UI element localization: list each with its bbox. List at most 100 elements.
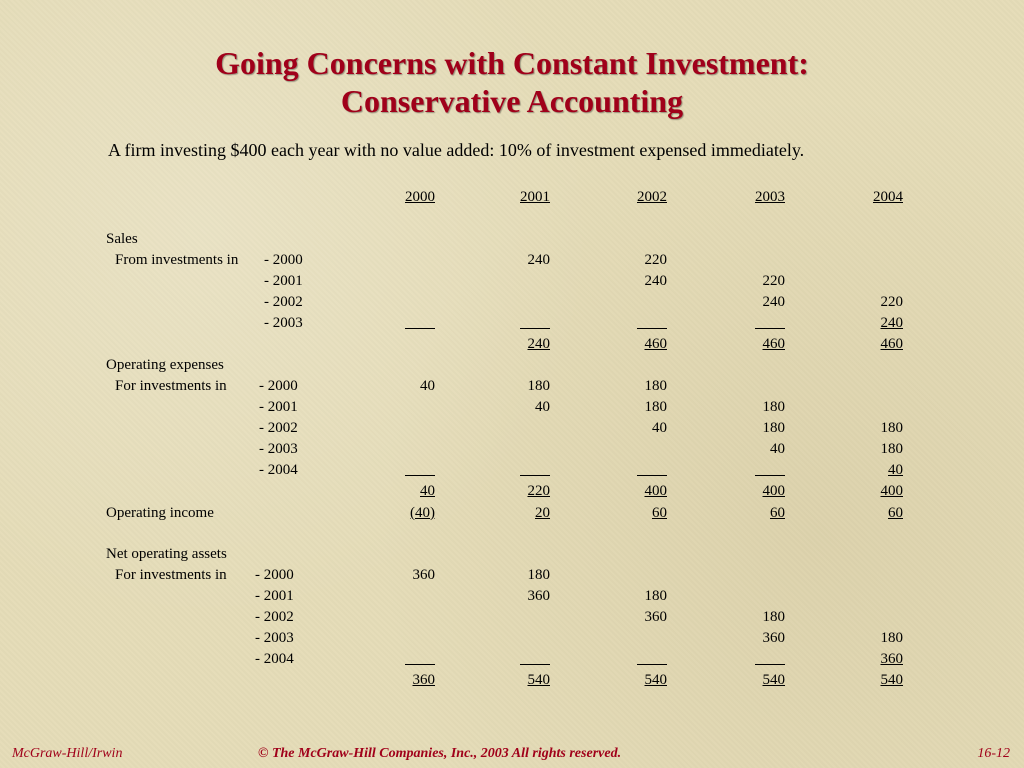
total-value: 540 [644, 672, 668, 688]
table-value: 180 [527, 378, 551, 394]
title-line-2: Conservative Accounting [340, 83, 684, 119]
underline-blank-cell [375, 314, 435, 334]
slide-title: Going Concerns with Constant Investment:… [0, 44, 1024, 120]
underline-blank-cell [375, 461, 435, 481]
table-value: 240 [527, 252, 551, 268]
table-value: 180 [762, 609, 786, 625]
total-value: 40 [420, 483, 435, 499]
operating-income-value: 60 [770, 505, 785, 521]
table-value: 40 [770, 441, 785, 457]
table-value: 180 [762, 399, 786, 415]
underline-blank-cell [375, 650, 435, 670]
total-value: 460 [880, 336, 904, 352]
total-value: 460 [644, 336, 668, 352]
section-heading: Sales [106, 231, 138, 247]
footer-publisher: McGraw-Hill/Irwin [12, 746, 123, 761]
underline-blank-cell [725, 461, 785, 481]
total-value: 220 [527, 483, 551, 499]
table-value: 40 [652, 420, 667, 436]
row-year-label: - 2001 [264, 273, 303, 289]
year-header: 2004 [873, 189, 903, 205]
year-header: 2003 [755, 189, 785, 205]
footer-copyright: © The McGraw-Hill Companies, Inc., 2003 … [258, 746, 622, 761]
operating-income-value: (40) [410, 505, 435, 521]
table-value: 40 [888, 462, 903, 478]
table-value: 360 [644, 609, 668, 625]
operating-income-value: 20 [535, 505, 550, 521]
total-value: 540 [527, 672, 551, 688]
table-value: 180 [880, 441, 904, 457]
row-year-label: - 2002 [264, 294, 303, 310]
underline-blank [520, 650, 550, 665]
table-value: 180 [644, 399, 668, 415]
underline-blank-cell [607, 461, 667, 481]
footer-page-number: 16-12 [977, 746, 1010, 761]
total-value: 460 [762, 336, 786, 352]
table-value: 360 [527, 588, 551, 604]
underline-blank [637, 314, 667, 329]
total-value: 540 [762, 672, 786, 688]
underline-blank-cell [725, 650, 785, 670]
table-value: 40 [535, 399, 550, 415]
table-value: 360 [880, 651, 904, 667]
operating-income-value: 60 [652, 505, 667, 521]
table-value: 240 [762, 294, 786, 310]
total-value: 360 [412, 672, 436, 688]
row-year-label: - 2000 [259, 378, 298, 394]
total-value: 400 [644, 483, 668, 499]
underline-blank [755, 314, 785, 329]
total-value: 400 [762, 483, 786, 499]
table-value: 180 [762, 420, 786, 436]
underline-blank [405, 461, 435, 476]
table-value: 180 [880, 420, 904, 436]
underline-blank [520, 461, 550, 476]
row-year-label: - 2000 [255, 567, 294, 583]
section-heading: Operating expenses [106, 357, 224, 373]
row-year-label: - 2001 [255, 588, 294, 604]
underline-blank-cell [607, 650, 667, 670]
section-heading: Net operating assets [106, 546, 227, 562]
row-sub-label: For investments in [115, 567, 227, 583]
year-header: 2002 [637, 189, 667, 205]
table-value: 360 [412, 567, 436, 583]
row-year-label: - 2002 [259, 420, 298, 436]
title-line-1: Going Concerns with Constant Investment: [215, 45, 809, 81]
year-header: 2000 [405, 189, 435, 205]
table-value: 220 [880, 294, 904, 310]
row-year-label: - 2003 [264, 315, 303, 331]
row-year-label: - 2002 [255, 609, 294, 625]
underline-blank [755, 461, 785, 476]
underline-blank [637, 461, 667, 476]
row-year-label: - 2004 [255, 651, 294, 667]
underline-blank [637, 650, 667, 665]
total-value: 400 [880, 483, 904, 499]
table-value: 40 [420, 378, 435, 394]
year-header: 2001 [520, 189, 550, 205]
underline-blank [405, 314, 435, 329]
underline-blank [405, 650, 435, 665]
underline-blank [520, 314, 550, 329]
table-value: 220 [762, 273, 786, 289]
total-value: 540 [880, 672, 904, 688]
operating-income-label: Operating income [106, 505, 214, 521]
underline-blank-cell [725, 314, 785, 334]
slide-subtitle: A firm investing $400 each year with no … [108, 140, 805, 160]
row-sub-label: From investments in [115, 252, 239, 268]
row-year-label: - 2003 [259, 441, 298, 457]
underline-blank-cell [490, 314, 550, 334]
table-value: 240 [644, 273, 668, 289]
table-value: 180 [880, 630, 904, 646]
row-year-label: - 2000 [264, 252, 303, 268]
row-sub-label: For investments in [115, 378, 227, 394]
table-value: 240 [880, 315, 904, 331]
row-year-label: - 2004 [259, 462, 298, 478]
table-value: 360 [762, 630, 786, 646]
underline-blank-cell [490, 461, 550, 481]
table-value: 180 [644, 588, 668, 604]
table-value: 180 [644, 378, 668, 394]
operating-income-value: 60 [888, 505, 903, 521]
table-value: 180 [527, 567, 551, 583]
underline-blank-cell [607, 314, 667, 334]
table-value: 220 [644, 252, 668, 268]
underline-blank-cell [490, 650, 550, 670]
